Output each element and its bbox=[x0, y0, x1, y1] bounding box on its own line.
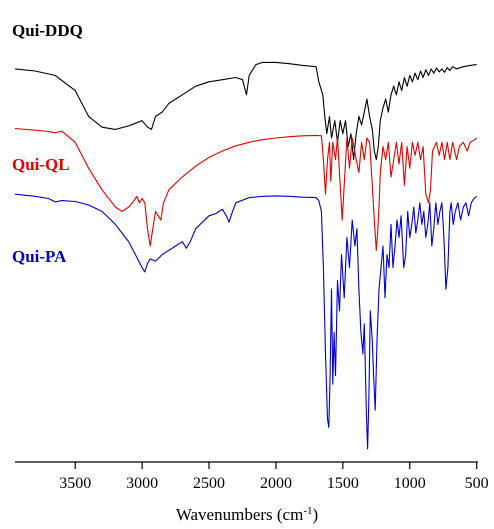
x-tick-label-3500: 3500 bbox=[59, 475, 91, 492]
series-label-qui-ddq: Qui-DDQ bbox=[12, 21, 83, 40]
x-tick-label-1500: 1500 bbox=[327, 475, 359, 492]
x-tick-label-3000: 3000 bbox=[126, 475, 158, 492]
x-axis-title-end: ) bbox=[313, 505, 319, 524]
x-tick-label-2000: 2000 bbox=[260, 475, 292, 492]
x-axis-title-superscript: -1 bbox=[303, 505, 312, 517]
x-tick-label-2500: 2500 bbox=[193, 475, 225, 492]
x-tick-label-1000: 1000 bbox=[394, 475, 426, 492]
series-label-qui-ql: Qui-QL bbox=[12, 155, 70, 174]
series-line-qui-ddq bbox=[14, 61, 477, 161]
series-line-qui-ql bbox=[14, 127, 478, 251]
series-line-qui-pa bbox=[14, 193, 478, 450]
series-label-qui-pa: Qui-PA bbox=[12, 247, 67, 266]
spectra-series-group bbox=[14, 61, 478, 450]
x-axis-title-main: Wavenumbers (cm bbox=[176, 505, 304, 524]
x-axis-title: Wavenumbers (cm-1) bbox=[176, 505, 318, 524]
x-axis-ticks: 3500 3000 2500 2000 1500 1000 500 bbox=[59, 462, 489, 492]
x-tick-label-500: 500 bbox=[465, 475, 489, 492]
